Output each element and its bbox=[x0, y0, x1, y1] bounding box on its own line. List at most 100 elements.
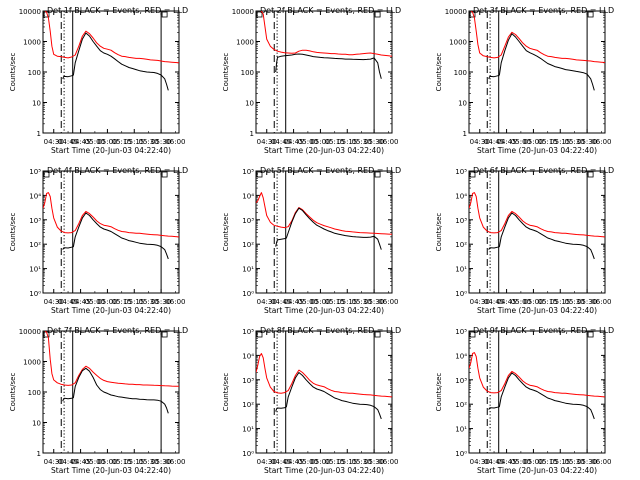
series-group bbox=[470, 11, 605, 91]
series-group bbox=[44, 331, 179, 414]
y-tick-label: 10⁴ bbox=[455, 192, 467, 200]
corner-mark bbox=[161, 331, 168, 338]
chart-title: Det 5f BLACK = Events, RED = LLD bbox=[260, 166, 401, 175]
x-tick-label: 06:00 bbox=[378, 138, 398, 146]
series-group bbox=[256, 192, 392, 250]
plot-frame bbox=[255, 330, 393, 454]
x-tick-label: 04:45 bbox=[496, 458, 516, 466]
x-tick-label: 05:00 bbox=[97, 298, 117, 306]
chart-title: Det 6f BLACK = Events, RED = LLD bbox=[473, 166, 614, 175]
y-axis-label: Counts/sec bbox=[435, 53, 443, 92]
x-tick-label: 05:00 bbox=[523, 458, 543, 466]
x-tick-label: 05:30 bbox=[364, 138, 384, 146]
y-tick-label: 10¹ bbox=[242, 266, 254, 274]
chart-title: Det 9f BLACK = Events, RED = LLD bbox=[473, 326, 614, 335]
corner-mark bbox=[469, 331, 476, 338]
x-tick-label: 05:30 bbox=[151, 298, 171, 306]
y-tick-label: 10⁰ bbox=[29, 290, 41, 298]
chart-title: Det 7f BLACK = Events, RED = LLD bbox=[47, 326, 188, 335]
lld-series-line bbox=[44, 331, 179, 387]
x-tick-label: 05:00 bbox=[511, 298, 531, 306]
y-tick-label: 10⁴ bbox=[29, 192, 41, 200]
events-series-line bbox=[488, 212, 595, 260]
lld-series-line bbox=[260, 11, 392, 57]
series-group bbox=[469, 352, 605, 420]
chart-title: Det 3f BLACK = Events, RED = LLD bbox=[473, 6, 614, 15]
x-tick-label: 04:45 bbox=[58, 458, 78, 466]
y-tick-label: 10⁰ bbox=[455, 290, 467, 298]
x-tick-label: 04:30 bbox=[44, 138, 64, 146]
events-series-line bbox=[62, 367, 169, 414]
x-tick-label: 05:00 bbox=[310, 298, 330, 306]
events-series-line bbox=[275, 53, 382, 79]
x-tick-label: 05:30 bbox=[138, 138, 158, 146]
x-tick-label: 05:30 bbox=[577, 138, 597, 146]
lld-series-line bbox=[256, 192, 392, 235]
x-tick-label: 06:00 bbox=[378, 298, 398, 306]
x-tick-label: 04:45 bbox=[58, 298, 78, 306]
corner-mark bbox=[374, 171, 381, 178]
x-tick-label: 06:00 bbox=[165, 298, 185, 306]
plot-frame bbox=[255, 170, 393, 294]
corner-mark bbox=[256, 171, 263, 178]
x-tick-label: 05:15 bbox=[112, 458, 132, 466]
y-tick-label: 10¹ bbox=[29, 266, 41, 274]
x-tick-label: 04:45 bbox=[271, 138, 291, 146]
x-tick-label: 04:45 bbox=[484, 298, 504, 306]
series-group bbox=[256, 353, 392, 420]
x-tick-label: 05:00 bbox=[97, 458, 117, 466]
y-axis-label: Counts/sec bbox=[435, 373, 443, 412]
x-tick-label: 05:30 bbox=[138, 298, 158, 306]
x-axis-label: Start Time (20-Jun-03 04:22:40) bbox=[477, 306, 597, 315]
chart-title: Det 8f BLACK = Events, RED = LLD bbox=[260, 326, 401, 335]
y-tick-label: 10⁵ bbox=[29, 168, 41, 176]
y-tick-label: 100 bbox=[28, 389, 41, 397]
x-tick-label: 05:00 bbox=[85, 298, 105, 306]
x-tick-label: 05:00 bbox=[97, 138, 117, 146]
y-tick-label: 10⁵ bbox=[242, 168, 254, 176]
x-axis-label: Start Time (20-Jun-03 04:22:40) bbox=[51, 146, 171, 155]
chart-panel: Det 5f BLACK = Events, RED = LLD 10⁰ 10¹ 10… bbox=[222, 166, 401, 315]
x-tick-label: 05:00 bbox=[310, 138, 330, 146]
x-tick-label: 04:30 bbox=[44, 458, 64, 466]
x-tick-label: 05:15 bbox=[538, 298, 558, 306]
corner-mark bbox=[161, 11, 168, 18]
y-tick-label: 10² bbox=[29, 241, 41, 249]
x-tick-label: 05:30 bbox=[564, 298, 584, 306]
x-tick-label: 06:00 bbox=[591, 298, 611, 306]
y-tick-label: 10³ bbox=[242, 377, 254, 385]
chart-panel: Det 4f BLACK = Events, RED = LLD 10⁰ 10¹ 10… bbox=[9, 166, 188, 315]
x-tick-label: 05:30 bbox=[351, 298, 371, 306]
x-tick-label: 05:00 bbox=[298, 458, 318, 466]
corner-mark bbox=[587, 331, 594, 338]
y-tick-label: 1 bbox=[250, 130, 254, 138]
y-tick-label: 10² bbox=[242, 401, 254, 409]
chart-panel: Det 3f BLACK = Events, RED = LLD 1 10 100 10… bbox=[435, 6, 614, 155]
chart-title: Det 1f BLACK = Events, RED = LLD bbox=[47, 6, 188, 15]
y-tick-label: 10⁵ bbox=[242, 328, 254, 336]
events-series-line bbox=[62, 212, 169, 260]
y-tick-label: 100 bbox=[454, 69, 467, 77]
lld-series-line bbox=[256, 353, 392, 398]
x-tick-label: 05:15 bbox=[550, 138, 570, 146]
y-tick-label: 10000 bbox=[19, 8, 41, 16]
events-series-line bbox=[275, 207, 382, 250]
y-tick-label: 10⁵ bbox=[455, 168, 467, 176]
corner-mark bbox=[587, 11, 594, 18]
x-axis-label: Start Time (20-Jun-03 04:22:40) bbox=[264, 306, 384, 315]
x-tick-label: 05:30 bbox=[151, 458, 171, 466]
x-tick-label: 05:15 bbox=[337, 458, 357, 466]
y-tick-label: 10¹ bbox=[242, 426, 254, 434]
y-tick-label: 1 bbox=[37, 130, 41, 138]
x-tick-label: 05:30 bbox=[138, 458, 158, 466]
x-tick-label: 04:45 bbox=[484, 138, 504, 146]
x-tick-label: 05:00 bbox=[511, 138, 531, 146]
x-tick-label: 04:45 bbox=[283, 458, 303, 466]
events-series-line bbox=[488, 372, 595, 420]
x-tick-label: 04:45 bbox=[283, 298, 303, 306]
corner-mark bbox=[256, 11, 263, 18]
x-tick-label: 04:45 bbox=[70, 298, 90, 306]
lld-series-line bbox=[469, 192, 605, 238]
x-tick-label: 06:00 bbox=[165, 458, 185, 466]
y-tick-label: 100 bbox=[28, 69, 41, 77]
